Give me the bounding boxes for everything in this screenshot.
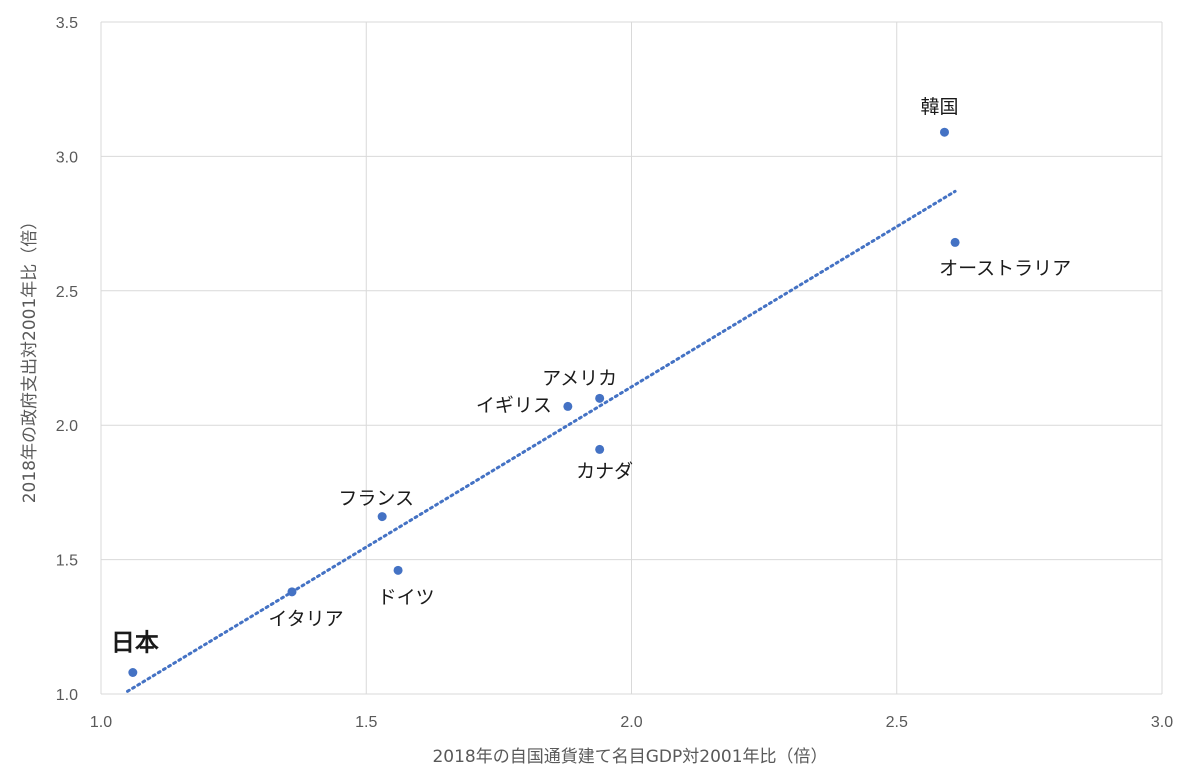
data-point (377, 512, 387, 522)
point-label: オーストラリア (939, 257, 1071, 279)
point-label: フランス (338, 488, 414, 510)
data-point (595, 393, 605, 403)
point-label: アメリカ (542, 367, 617, 389)
data-point (128, 667, 138, 677)
data-point (563, 401, 573, 411)
point-label: イギリス (476, 394, 552, 416)
y-axis-title: 2018年の政府支出対2001年比（倍） (20, 213, 40, 504)
trendline-group (126, 189, 957, 693)
point-label: 日本 (111, 628, 159, 656)
point-label: イタリア (268, 608, 343, 630)
x-tick-label: 2.5 (886, 714, 908, 731)
x-tick-label: 1.5 (355, 714, 377, 731)
trendline (126, 189, 957, 693)
y-tick-label: 3.0 (56, 149, 78, 166)
x-tick-label: 2.0 (620, 714, 642, 731)
tick-labels: 1.0 1.5 2.0 2.5 3.0 1.0 1.5 2.0 2.5 3.0 3.5 (56, 15, 1173, 731)
data-points (128, 127, 960, 677)
data-point (950, 237, 960, 247)
data-point (595, 444, 605, 454)
y-tick-label: 1.0 (56, 687, 78, 704)
y-tick-label: 2.5 (56, 284, 78, 301)
point-label: 韓国 (920, 96, 958, 118)
point-label: ドイツ (378, 586, 435, 608)
x-tick-label: 3.0 (1151, 714, 1173, 731)
y-tick-label: 2.0 (56, 418, 78, 435)
data-point (939, 127, 949, 137)
y-tick-label: 3.5 (56, 15, 78, 32)
x-tick-label: 1.0 (90, 714, 112, 731)
data-point (393, 565, 403, 575)
gridlines (100, 21, 1163, 695)
point-label: カナダ (576, 460, 633, 482)
data-point (287, 587, 297, 597)
y-tick-label: 1.5 (56, 553, 78, 570)
x-axis-title: 2018年の自国通貨建て名目GDP対2001年比（倍） (432, 747, 827, 767)
